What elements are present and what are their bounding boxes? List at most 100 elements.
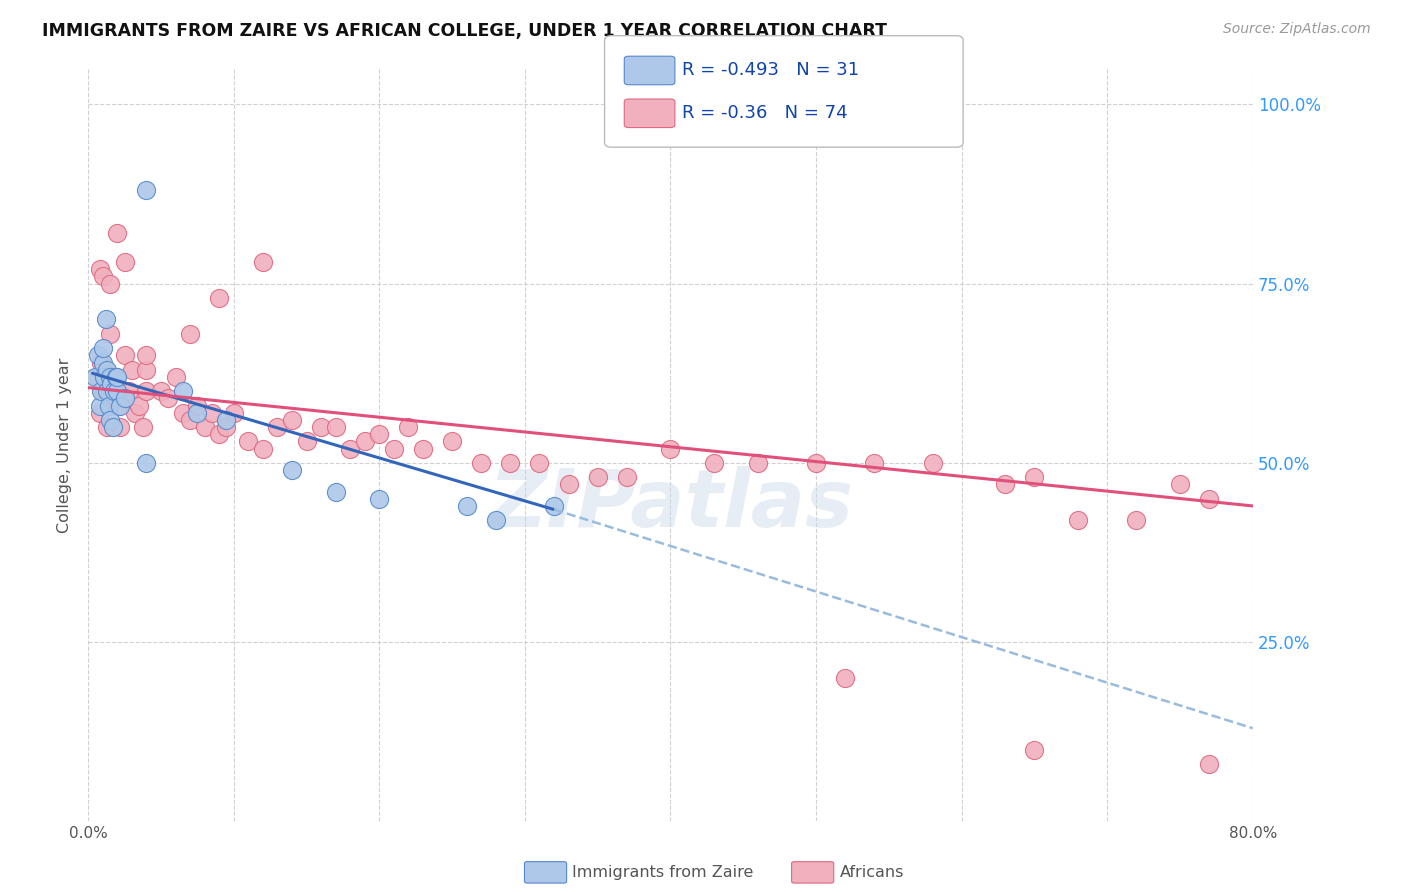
Point — [172, 384, 194, 399]
Point — [100, 384, 122, 399]
Point — [91, 355, 114, 369]
Point — [353, 434, 375, 449]
Point — [208, 427, 231, 442]
Point — [863, 456, 886, 470]
Point — [165, 369, 187, 384]
Text: Immigrants from Zaire: Immigrants from Zaire — [572, 865, 754, 880]
Point — [135, 362, 157, 376]
Point — [93, 369, 115, 384]
Point — [659, 442, 682, 456]
Point — [96, 420, 118, 434]
Point — [499, 456, 522, 470]
Point — [118, 384, 141, 399]
Point — [91, 341, 114, 355]
Point — [135, 183, 157, 197]
Point — [87, 348, 110, 362]
Point — [412, 442, 434, 456]
Point — [132, 420, 155, 434]
Point — [309, 420, 332, 434]
Point — [91, 384, 114, 399]
Text: ZIPatlas: ZIPatlas — [488, 467, 853, 544]
Point — [1024, 743, 1046, 757]
Point — [114, 255, 136, 269]
Point — [382, 442, 405, 456]
Point — [96, 384, 118, 399]
Point — [616, 470, 638, 484]
Point — [121, 362, 143, 376]
Point — [179, 413, 201, 427]
Point — [103, 384, 125, 399]
Point — [485, 513, 508, 527]
Point — [252, 255, 274, 269]
Point — [186, 399, 208, 413]
Point — [215, 413, 238, 427]
Point — [108, 420, 131, 434]
Point — [703, 456, 725, 470]
Point — [98, 277, 121, 291]
Point — [98, 413, 121, 427]
Point — [89, 262, 111, 277]
Point — [135, 456, 157, 470]
Point — [91, 269, 114, 284]
Point — [149, 384, 172, 399]
Point — [104, 369, 127, 384]
Point — [238, 434, 260, 449]
Point — [103, 369, 125, 384]
Point — [105, 399, 128, 413]
Point — [208, 291, 231, 305]
Point — [543, 499, 565, 513]
Point — [456, 499, 478, 513]
Point — [281, 413, 304, 427]
Point — [1067, 513, 1090, 527]
Point — [215, 420, 238, 434]
Point — [89, 406, 111, 420]
Point — [87, 369, 110, 384]
Point — [921, 456, 943, 470]
Y-axis label: College, Under 1 year: College, Under 1 year — [58, 358, 72, 533]
Point — [747, 456, 769, 470]
Text: IMMIGRANTS FROM ZAIRE VS AFRICAN COLLEGE, UNDER 1 YEAR CORRELATION CHART: IMMIGRANTS FROM ZAIRE VS AFRICAN COLLEGE… — [42, 22, 887, 40]
Text: Source: ZipAtlas.com: Source: ZipAtlas.com — [1223, 22, 1371, 37]
Point — [98, 326, 121, 341]
Point — [252, 442, 274, 456]
Point — [124, 406, 146, 420]
Point — [368, 491, 391, 506]
Point — [1125, 513, 1147, 527]
Point — [105, 227, 128, 241]
Point — [179, 326, 201, 341]
Text: Africans: Africans — [839, 865, 904, 880]
Point — [339, 442, 361, 456]
Point — [114, 348, 136, 362]
Point — [325, 484, 347, 499]
Point — [1168, 477, 1191, 491]
Point — [105, 369, 128, 384]
Point — [101, 420, 124, 434]
Point — [94, 312, 117, 326]
Point — [529, 456, 551, 470]
Point — [1198, 757, 1220, 772]
Point — [90, 355, 112, 369]
Point — [325, 420, 347, 434]
Point — [368, 427, 391, 442]
Point — [557, 477, 579, 491]
Point — [201, 406, 224, 420]
Point — [266, 420, 288, 434]
Point — [97, 399, 120, 413]
Point — [108, 399, 131, 413]
Point — [172, 406, 194, 420]
Point — [586, 470, 609, 484]
Point — [295, 434, 318, 449]
Text: R = -0.36   N = 74: R = -0.36 N = 74 — [682, 104, 848, 122]
Point — [105, 384, 128, 399]
Text: R = -0.493   N = 31: R = -0.493 N = 31 — [682, 62, 859, 79]
Point — [281, 463, 304, 477]
Point — [135, 348, 157, 362]
Point — [96, 362, 118, 376]
Point — [135, 384, 157, 399]
Point — [470, 456, 492, 470]
Point — [1024, 470, 1046, 484]
Point — [441, 434, 464, 449]
Point — [89, 399, 111, 413]
Point — [194, 420, 217, 434]
Point — [1198, 491, 1220, 506]
